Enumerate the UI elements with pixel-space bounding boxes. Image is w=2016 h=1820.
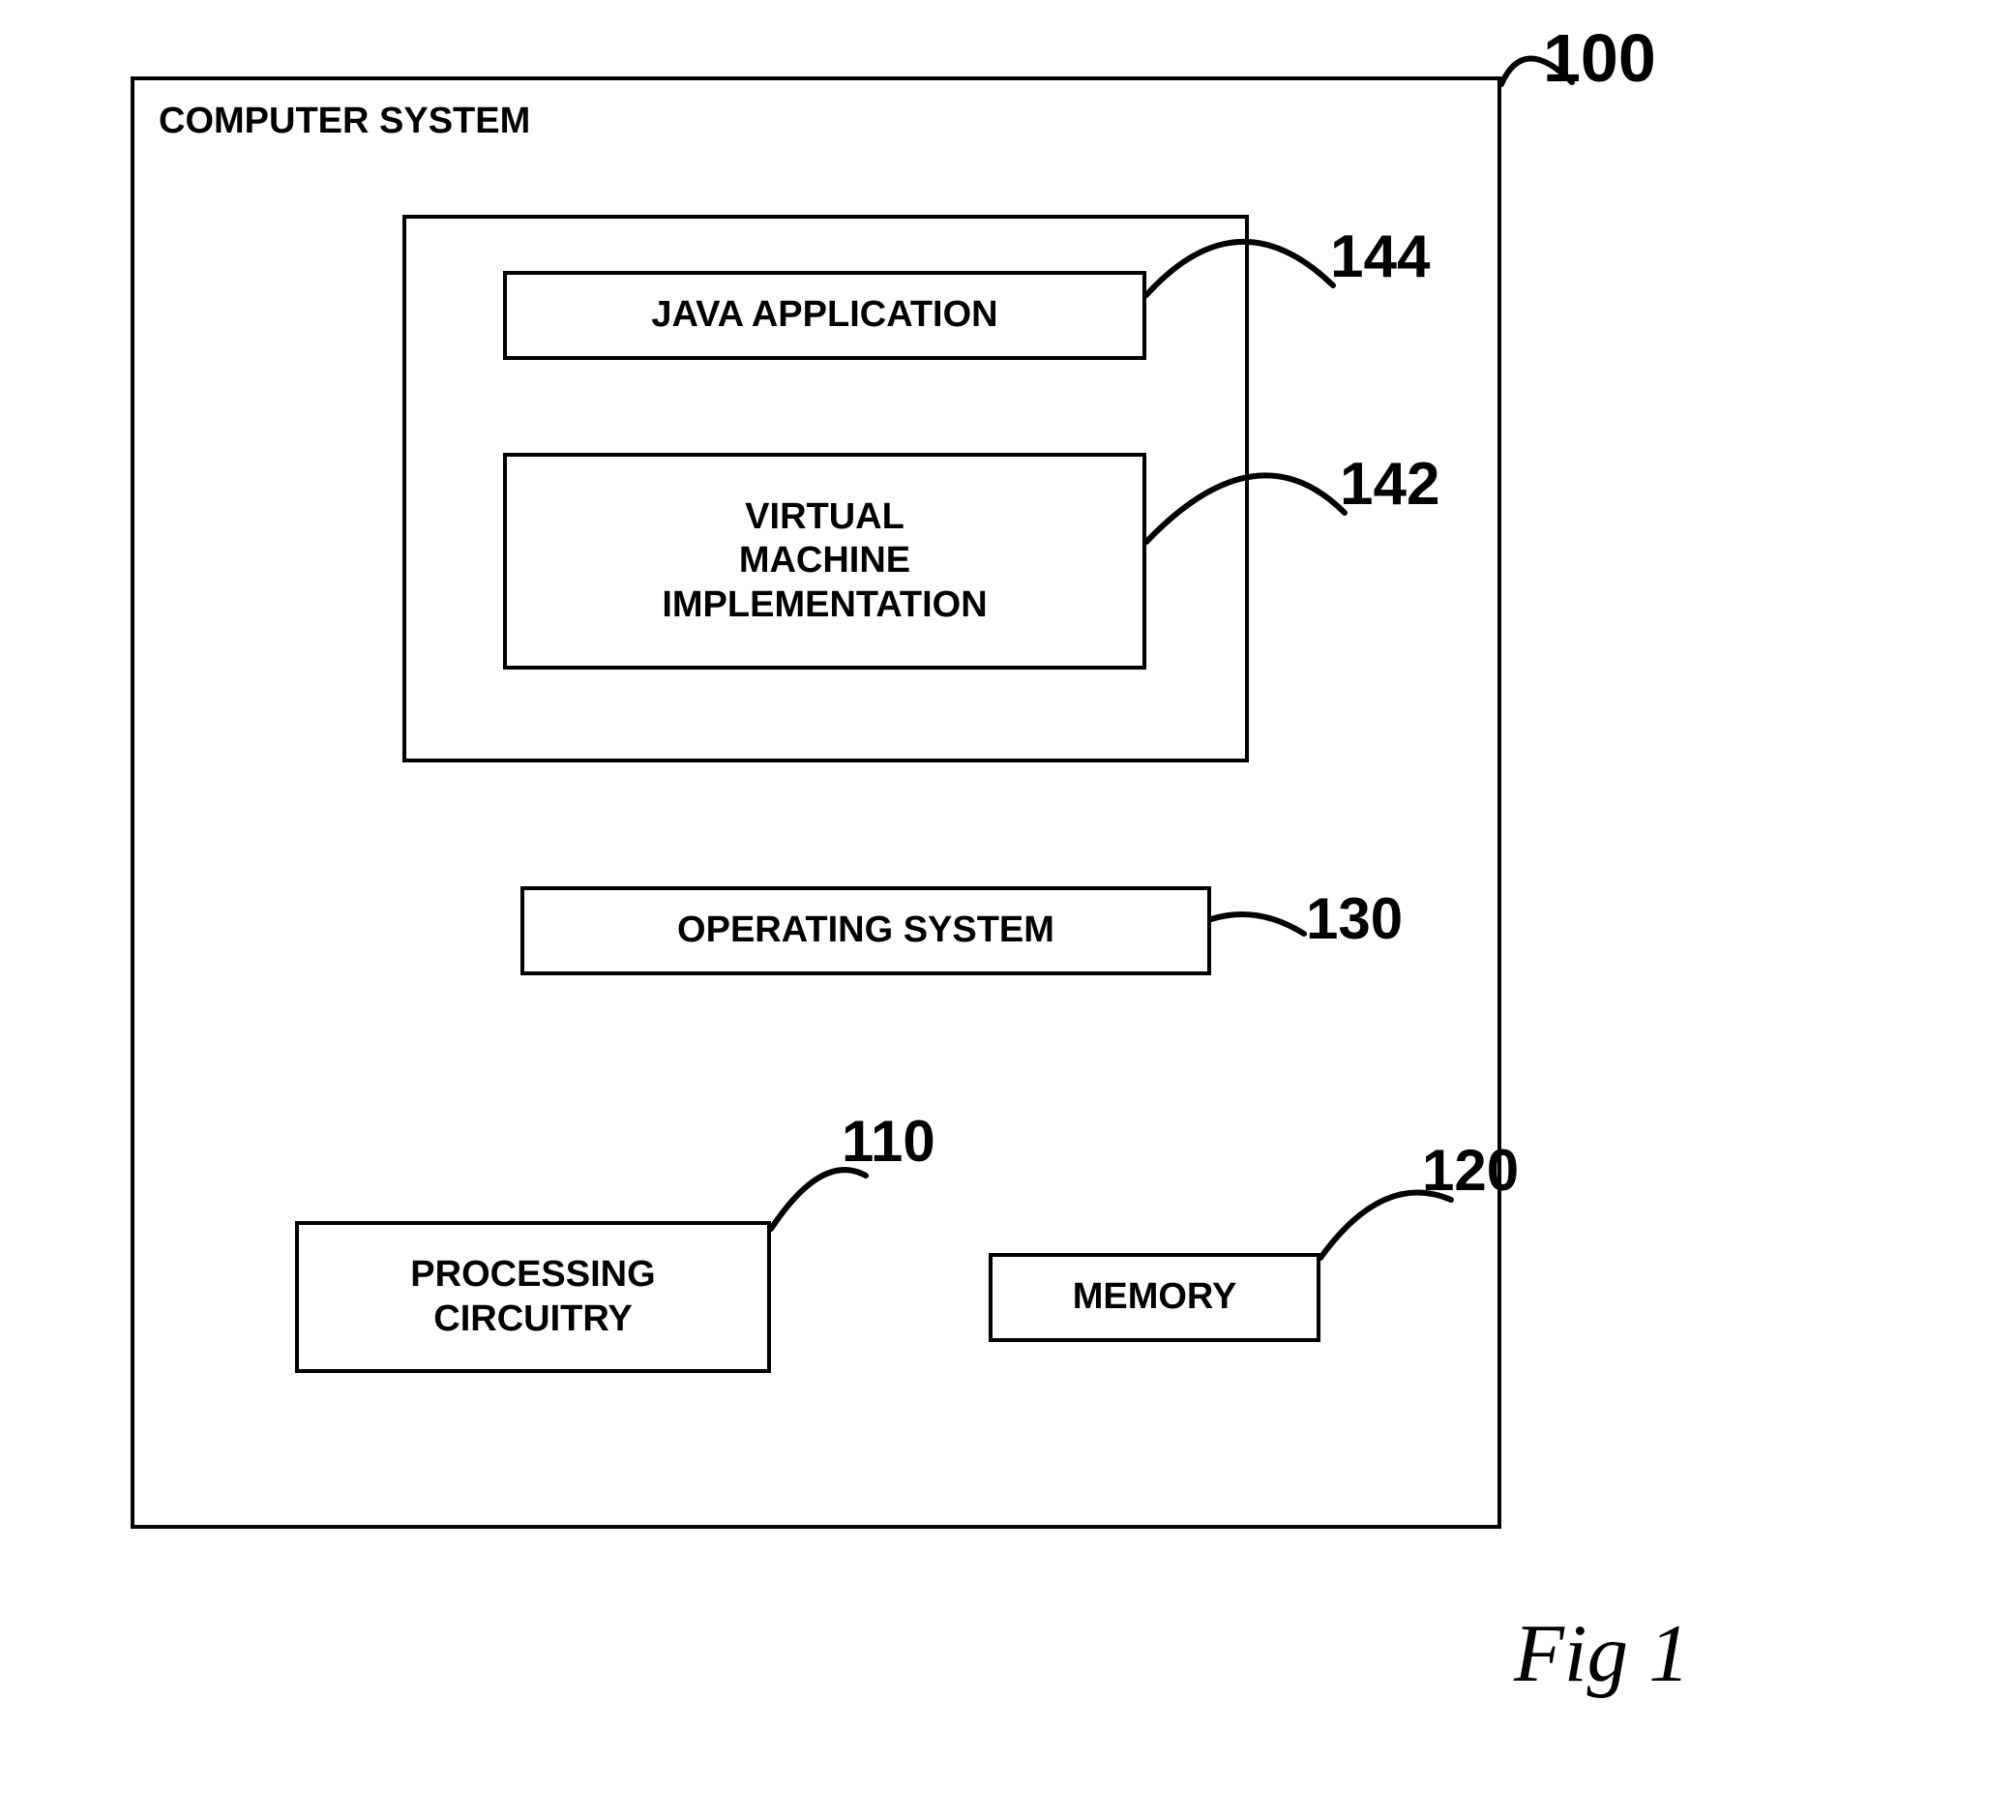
leader-120: [0, 0, 2016, 1820]
figure-label: Fig 1: [1514, 1606, 1690, 1701]
